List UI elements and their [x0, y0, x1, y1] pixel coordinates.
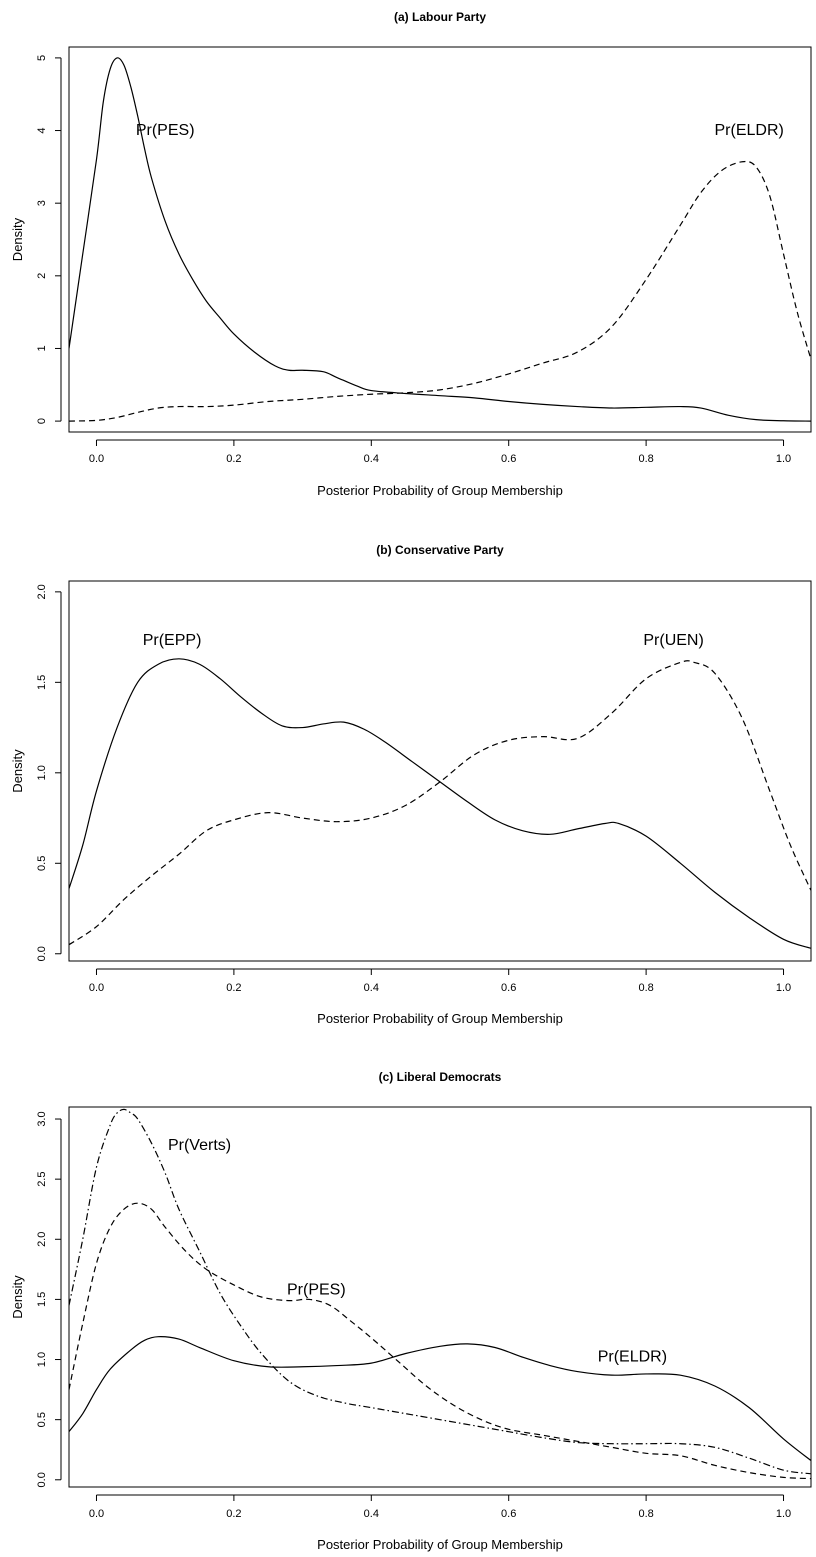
series-annotation: Pr(EPP) [143, 632, 202, 649]
series-line-dashed [69, 660, 811, 946]
x-tick-label: 0.4 [364, 982, 379, 994]
y-tick-label: 1.0 [36, 765, 48, 780]
x-tick-label: 0.6 [501, 453, 516, 465]
series-line-dashdot [69, 1108, 811, 1475]
y-tick-label: 0.5 [36, 856, 48, 871]
y-tick-label: 3 [36, 200, 48, 206]
x-axis-label: Posterior Probability of Group Membershi… [317, 1011, 563, 1026]
x-axis-label: Posterior Probability of Group Membershi… [317, 483, 563, 498]
x-axis-label: Posterior Probability of Group Membershi… [317, 1537, 563, 1552]
chart-title: (a) Labour Party [394, 10, 486, 24]
series-annotation: Pr(Verts) [168, 1137, 231, 1154]
y-tick-label: 0 [36, 418, 48, 424]
plot-frame [68, 580, 812, 962]
series-annotation: Pr(PES) [136, 122, 195, 139]
series-line-solid [69, 1336, 811, 1462]
series-annotation: Pr(PES) [287, 1281, 346, 1298]
y-axis-label: Density [10, 1275, 25, 1319]
x-tick-label: 0.0 [89, 982, 104, 994]
x-tick-label: 0.6 [501, 982, 516, 994]
y-tick-label: 4 [36, 127, 48, 133]
x-tick-label: 0.8 [638, 982, 653, 994]
series-line-dashed [69, 160, 811, 422]
series-line-dashed [69, 1202, 811, 1480]
y-tick-label: 3.0 [36, 1111, 48, 1126]
y-tick-label: 5 [36, 55, 48, 61]
x-tick-label: 0.8 [638, 453, 653, 465]
y-tick-label: 0.5 [36, 1412, 48, 1427]
y-tick-label: 1.5 [36, 675, 48, 690]
y-tick-label: 1.0 [36, 1352, 48, 1367]
y-axis-label: Density [10, 749, 25, 793]
y-tick-label: 2.0 [36, 584, 48, 599]
y-tick-label: 1.5 [36, 1292, 48, 1307]
y-tick-label: 0.0 [36, 946, 48, 961]
x-tick-label: 0.2 [226, 453, 241, 465]
x-tick-label: 0.2 [226, 1508, 241, 1520]
x-tick-label: 1.0 [776, 982, 791, 994]
x-tick-label: 0.2 [226, 982, 241, 994]
x-tick-label: 1.0 [776, 1508, 791, 1520]
x-tick-label: 1.0 [776, 453, 791, 465]
series-annotation: Pr(ELDR) [714, 122, 783, 139]
y-tick-label: 0.0 [36, 1472, 48, 1487]
chart-title: (b) Conservative Party [376, 543, 504, 557]
x-tick-label: 0.0 [89, 1508, 104, 1520]
x-tick-label: 0.8 [638, 1508, 653, 1520]
x-tick-label: 0.6 [501, 1508, 516, 1520]
x-tick-label: 0.4 [364, 1508, 379, 1520]
series-annotation: Pr(ELDR) [598, 1349, 667, 1366]
y-tick-label: 2 [36, 273, 48, 279]
y-tick-label: 1 [36, 345, 48, 351]
x-tick-label: 0.4 [364, 453, 379, 465]
series-annotation: Pr(UEN) [643, 632, 703, 649]
plot-frame [68, 1106, 812, 1488]
y-axis-label: Density [10, 217, 25, 261]
series-line-solid [69, 57, 811, 422]
y-tick-label: 2.5 [36, 1172, 48, 1187]
plot-frame [68, 46, 812, 433]
series-line-solid [69, 658, 811, 949]
x-tick-label: 0.0 [89, 453, 104, 465]
y-tick-label: 2.0 [36, 1232, 48, 1247]
chart-title: (c) Liberal Democrats [379, 1070, 502, 1084]
